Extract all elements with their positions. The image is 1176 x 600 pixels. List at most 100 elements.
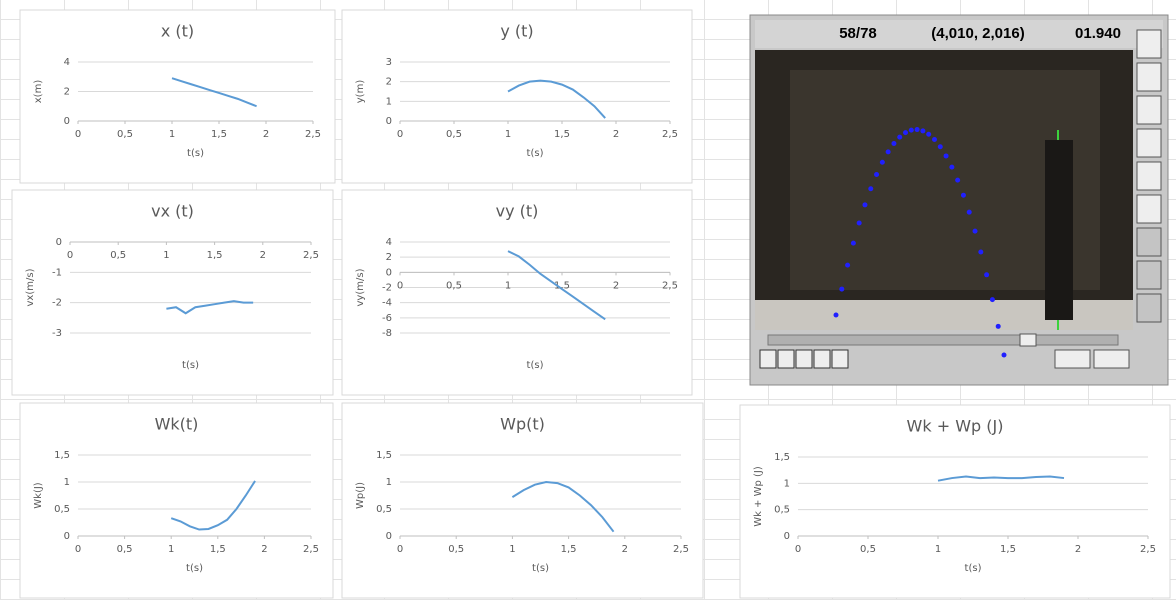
x-axis-label: t(s) [527, 360, 544, 371]
x-tick-label: 2 [261, 544, 267, 555]
x-tick-label: 0,5 [446, 129, 462, 140]
tracked-point [920, 128, 926, 134]
tool-button[interactable] [1136, 95, 1162, 125]
y-tick-label: -2 [52, 298, 62, 309]
x-tick-label: 1,5 [1000, 544, 1016, 555]
tool-button[interactable] [1136, 128, 1162, 158]
playback-buttons [759, 349, 849, 369]
x-tick-label: 1 [505, 129, 511, 140]
x-tick-label: 0,5 [117, 544, 133, 555]
tracked-point [926, 131, 932, 137]
x-tick-label: 2 [260, 250, 266, 261]
button[interactable] [1054, 349, 1091, 369]
video-floor [755, 300, 1133, 330]
tracked-point [833, 312, 839, 318]
y-tick-label: -3 [52, 328, 62, 339]
chart-area [11, 189, 334, 396]
y-tick-label: 4 [64, 57, 70, 68]
y-axis-label: Wk(J) [33, 482, 44, 509]
tracked-point [995, 323, 1001, 329]
tool-button[interactable] [1136, 293, 1162, 323]
x-tick-label: 2,5 [673, 544, 689, 555]
x-tick-label: 1,5 [561, 544, 577, 555]
x-axis-label: t(s) [187, 148, 204, 159]
x-tick-label: 1 [505, 280, 511, 291]
y-tick-label: 0,5 [774, 505, 790, 516]
y-tick-label: 4 [386, 237, 392, 248]
chart-title: Wk + Wp (J) [907, 417, 1004, 436]
y-axis-label: vy(m/s) [355, 268, 366, 306]
button[interactable] [813, 349, 831, 369]
tracked-point [897, 134, 903, 140]
tool-button[interactable] [1136, 62, 1162, 92]
data-line [937, 475, 1065, 482]
x-tick-label: 0,5 [110, 250, 126, 261]
tool-button[interactable] [1136, 227, 1162, 257]
x-axis-label: t(s) [182, 360, 199, 371]
tracked-point [868, 186, 874, 192]
tool-button[interactable] [1136, 29, 1162, 59]
x-tick-label: 0 [75, 544, 81, 555]
tracked-point [955, 177, 961, 183]
tracked-point [845, 262, 851, 268]
chart-area [341, 189, 693, 396]
x-axis-label: t(s) [527, 148, 544, 159]
button[interactable] [777, 349, 795, 369]
chart-title: Wp(t) [500, 415, 545, 434]
y-tick-label: 1,5 [774, 452, 790, 463]
x-tick-label: 1 [168, 544, 174, 555]
x-tick-label: 0,5 [448, 544, 464, 555]
tracked-point [949, 164, 955, 170]
button[interactable] [1093, 349, 1130, 369]
x-tick-label: 1,5 [554, 129, 570, 140]
data-line [507, 250, 606, 321]
tracked-point [874, 172, 880, 178]
y-tick-label: 0 [784, 531, 790, 542]
toolbar [1136, 29, 1162, 323]
chart-title: vy (t) [496, 202, 539, 221]
chart-area [341, 402, 704, 599]
x-tick-label: 0 [397, 544, 403, 555]
x-tick-label: 0 [397, 129, 403, 140]
y-tick-label: 1 [64, 477, 70, 488]
tool-button[interactable] [1136, 194, 1162, 224]
tracked-point [856, 220, 862, 226]
x-tick-label: 2,5 [662, 129, 678, 140]
x-tick-label: 2,5 [303, 250, 319, 261]
x-axis-label: t(s) [186, 563, 203, 574]
x-tick-label: 1 [169, 129, 175, 140]
button[interactable] [831, 349, 849, 369]
x-tick-label: 0 [67, 250, 73, 261]
y-tick-label: -4 [382, 298, 392, 309]
y-tick-label: 2 [386, 77, 392, 88]
button[interactable] [795, 349, 813, 369]
x-tick-label: 0 [75, 129, 81, 140]
data-line [507, 79, 606, 119]
x-tick-label: 2 [613, 129, 619, 140]
button[interactable] [759, 349, 777, 369]
slider[interactable] [767, 334, 1119, 346]
slider-thumb[interactable] [1019, 333, 1037, 347]
tracked-point [862, 202, 868, 208]
y-tick-label: -8 [382, 328, 392, 339]
x-tick-label: 0,5 [860, 544, 876, 555]
x-tick-label: 2,5 [305, 129, 321, 140]
tool-button[interactable] [1136, 161, 1162, 191]
x-tick-label: 2 [263, 129, 269, 140]
x-tick-label: 2,5 [303, 544, 319, 555]
y-tick-label: 0 [386, 531, 392, 542]
x-axis-label: t(s) [965, 563, 982, 574]
tool-button[interactable] [1136, 260, 1162, 290]
x-tick-label: 2 [622, 544, 628, 555]
data-line [166, 300, 254, 315]
y-tick-label: 2 [386, 252, 392, 263]
chart-area [739, 404, 1171, 599]
tracked-point [943, 153, 949, 159]
chart-title: vx (t) [151, 202, 194, 221]
frame-number: 58/78 [839, 25, 877, 42]
person [1045, 140, 1073, 320]
tracked-point [914, 127, 920, 133]
charts: x (t) t(s) x(m) 0 2 4 0 0,5 1 1,5 2 2,5 y (t) t(s) y(m… [11, 9, 1171, 599]
time: 01.940 [1075, 25, 1121, 42]
